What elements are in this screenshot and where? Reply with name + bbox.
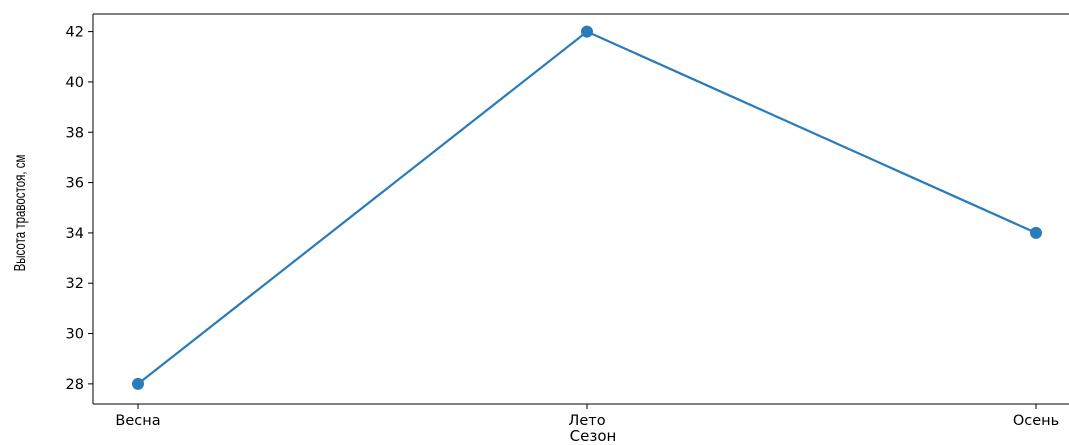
- series-line: [137, 30, 1037, 385]
- y-tick-label: 32: [66, 276, 84, 292]
- series-markers: [132, 25, 1042, 390]
- x-tick-label: Лето: [568, 413, 605, 429]
- data-point-marker: [1030, 226, 1042, 239]
- x-axis-label: Сезон: [570, 427, 617, 445]
- y-axis-label: Высота травостоя, см: [10, 155, 28, 272]
- y-tick-label: 28: [66, 377, 84, 393]
- x-tick-label: Осень: [1013, 413, 1059, 429]
- y-tick-label: 42: [66, 25, 84, 41]
- y-tick-label: 34: [66, 226, 84, 242]
- y-tick-label: 30: [66, 327, 84, 343]
- data-point-marker: [581, 25, 593, 38]
- x-tick-label: Весна: [115, 413, 160, 429]
- y-axis-ticks: 28 30 32 34 36 38 40 42: [66, 25, 93, 393]
- y-tick-label: 40: [66, 75, 84, 91]
- y-tick-label: 38: [66, 125, 84, 141]
- data-point-marker: [132, 377, 144, 390]
- y-tick-label: 36: [66, 176, 84, 192]
- x-axis-ticks: Весна Лето Осень: [115, 404, 1059, 429]
